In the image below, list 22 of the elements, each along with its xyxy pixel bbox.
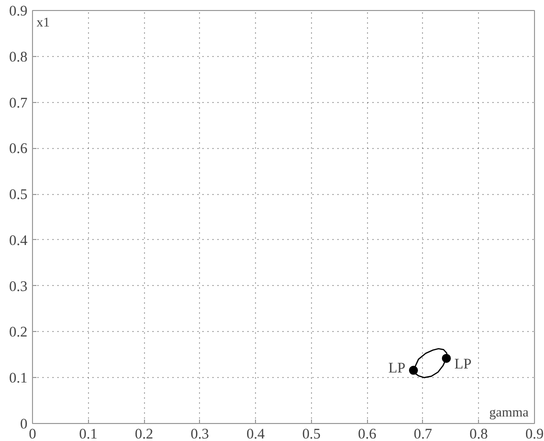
x-tick-label: 0.1 (79, 426, 98, 441)
annotation: LP (388, 360, 406, 376)
x-tick-label: 0.9 (525, 426, 544, 441)
y-tick-label: 0.1 (9, 370, 28, 387)
y-tick-label: 0.5 (9, 187, 28, 204)
annotation: LP (454, 356, 472, 372)
y-tick-label: 0.6 (9, 141, 28, 158)
x-axis-title: gamma (489, 404, 529, 420)
y-tick-label: 0.2 (9, 324, 28, 341)
x-tick-label: 0.2 (134, 426, 154, 441)
x-tick-label: 0.7 (414, 426, 432, 441)
x-tick-label: 0.5 (302, 426, 321, 441)
x-tick-label: 0.4 (246, 426, 266, 441)
y-axis-title: x1 (36, 14, 50, 30)
y-tick-label: 0.7 (9, 95, 28, 112)
y-tick-label: 0.8 (9, 49, 28, 66)
y-tick-label: 0.9 (9, 4, 28, 20)
y-tick-label: 0.3 (9, 278, 28, 295)
y-tick-label: 0.4 (9, 232, 28, 249)
x-tick-label: 0.6 (358, 426, 376, 441)
x-tick-label: 0.8 (470, 426, 488, 441)
x-tick-label: 0.3 (190, 426, 209, 441)
